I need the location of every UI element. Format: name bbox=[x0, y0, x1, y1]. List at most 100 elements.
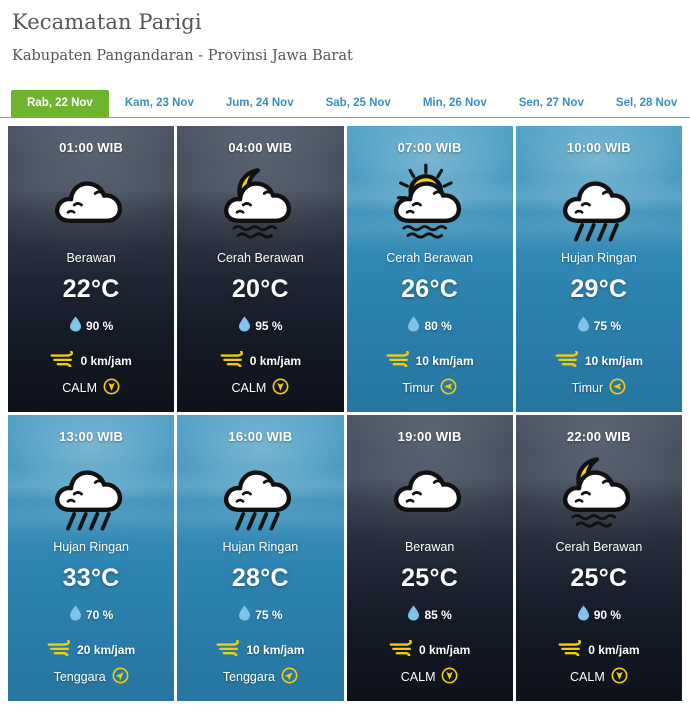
forecast-card: 22:00 WIB Cerah Berawan 25°C 90 % 0 km/j… bbox=[515, 415, 682, 701]
wind-direction-southeast-icon bbox=[281, 667, 298, 687]
humidity-row: 75 % bbox=[516, 316, 682, 335]
wind-icon bbox=[389, 639, 415, 659]
forecast-condition: Cerah Berawan bbox=[555, 540, 643, 554]
wind-direction-row: CALM bbox=[516, 667, 682, 687]
forecast-temperature: 25°C bbox=[401, 564, 459, 592]
wind-direction-calm-icon bbox=[103, 378, 120, 398]
forecast-card: 01:00 WIB Berawan 22°C 90 % 0 km/jam CAL… bbox=[8, 126, 175, 412]
wind-direction-row: Tenggara bbox=[8, 667, 174, 687]
forecast-time: 10:00 WIB bbox=[566, 140, 631, 155]
light-rain-icon bbox=[8, 450, 174, 536]
partly-cloudy-night-icon bbox=[516, 450, 682, 536]
wind-direction-label: CALM bbox=[62, 381, 97, 395]
tab-day-4[interactable]: Min, 26 Nov bbox=[422, 97, 487, 109]
tab-day-3[interactable]: Sab, 25 Nov bbox=[325, 97, 391, 109]
forecast-time: 04:00 WIB bbox=[228, 140, 293, 155]
forecast-time: 22:00 WIB bbox=[566, 429, 631, 444]
wind-speed-row: 0 km/jam bbox=[516, 639, 682, 659]
wind-direction-calm-icon bbox=[272, 378, 289, 398]
humidity-row: 85 % bbox=[347, 605, 513, 624]
water-drop-icon bbox=[69, 316, 82, 335]
wind-direction-row: CALM bbox=[347, 667, 513, 687]
forecast-condition: Berawan bbox=[66, 251, 116, 265]
wind-direction-label: CALM bbox=[570, 670, 605, 684]
wind-speed-value: 10 km/jam bbox=[246, 642, 305, 657]
partly-cloudy-day-icon bbox=[347, 161, 513, 247]
humidity-row: 75 % bbox=[177, 605, 343, 624]
forecast-time: 07:00 WIB bbox=[397, 140, 462, 155]
wind-icon bbox=[386, 350, 412, 370]
forecast-card: 04:00 WIB Cerah Berawan 20°C 95 % 0 km/j… bbox=[177, 126, 344, 412]
forecast-grid: 01:00 WIB Berawan 22°C 90 % 0 km/jam CAL… bbox=[8, 126, 682, 701]
forecast-condition: Hujan Ringan bbox=[561, 251, 637, 265]
humidity-row: 90 % bbox=[516, 605, 682, 624]
wind-speed-row: 20 km/jam bbox=[8, 639, 174, 659]
forecast-card: 13:00 WIB Hujan Ringan 33°C 70 % 20 km/j… bbox=[8, 415, 175, 701]
wind-speed-value: 0 km/jam bbox=[249, 353, 302, 368]
forecast-time: 01:00 WIB bbox=[59, 140, 124, 155]
forecast-card: 16:00 WIB Hujan Ringan 28°C 75 % 10 km/j… bbox=[177, 415, 344, 701]
wind-speed-value: 10 km/jam bbox=[415, 353, 474, 368]
forecast-time: 19:00 WIB bbox=[397, 429, 462, 444]
wind-direction-calm-icon bbox=[611, 667, 628, 687]
wind-speed-value: 20 km/jam bbox=[77, 642, 136, 657]
page-subtitle: Kabupaten Pangandaran - Provinsi Jawa Ba… bbox=[12, 48, 353, 64]
tab-day-6[interactable]: Sel, 28 Nov bbox=[615, 97, 678, 109]
forecast-temperature: 22°C bbox=[62, 275, 120, 303]
page-title: Kecamatan Parigi bbox=[12, 10, 202, 34]
wind-speed-row: 0 km/jam bbox=[177, 350, 343, 370]
wind-direction-label: Tenggara bbox=[53, 670, 106, 684]
tab-day-1[interactable]: Kam, 23 Nov bbox=[124, 97, 194, 109]
wind-direction-row: Tenggara bbox=[177, 667, 343, 687]
forecast-temperature: 20°C bbox=[231, 275, 289, 303]
wind-direction-label: Timur bbox=[571, 381, 604, 395]
humidity-row: 95 % bbox=[177, 316, 343, 335]
water-drop-icon bbox=[238, 316, 251, 335]
forecast-temperature: 33°C bbox=[62, 564, 120, 592]
tab-day-0[interactable]: Rab, 22 Nov bbox=[11, 90, 109, 117]
forecast-condition: Berawan bbox=[404, 540, 455, 554]
wind-icon bbox=[558, 639, 584, 659]
water-drop-icon bbox=[407, 605, 420, 624]
forecast-temperature: 26°C bbox=[401, 275, 459, 303]
wind-icon bbox=[220, 350, 246, 370]
wind-speed-row: 10 km/jam bbox=[516, 350, 682, 370]
forecast-time: 13:00 WIB bbox=[59, 429, 124, 444]
water-drop-icon bbox=[407, 316, 420, 335]
tab-day-2[interactable]: Jum, 24 Nov bbox=[225, 97, 294, 109]
wind-direction-row: Timur bbox=[516, 378, 682, 398]
water-drop-icon bbox=[577, 605, 590, 624]
humidity-row: 70 % bbox=[8, 605, 174, 624]
forecast-temperature: 29°C bbox=[570, 275, 628, 303]
forecast-card: 19:00 WIB Berawan 25°C 85 % 0 km/jam CAL… bbox=[346, 415, 513, 701]
forecast-condition: Hujan Ringan bbox=[222, 540, 299, 554]
day-tabs: Rab, 22 Nov Kam, 23 Nov Jum, 24 Nov Sab, 25… bbox=[0, 90, 690, 118]
wind-direction-label: Timur bbox=[402, 381, 434, 395]
forecast-condition: Hujan Ringan bbox=[53, 540, 129, 554]
humidity-value: 90 % bbox=[85, 318, 114, 333]
cloudy-night-icon bbox=[8, 161, 174, 247]
wind-speed-row: 10 km/jam bbox=[347, 350, 513, 370]
forecast-temperature: 25°C bbox=[570, 564, 628, 592]
wind-icon bbox=[216, 639, 242, 659]
water-drop-icon bbox=[69, 605, 82, 624]
page-header: Kecamatan Parigi Kabupaten Pangandaran -… bbox=[0, 0, 690, 64]
wind-icon bbox=[47, 639, 73, 659]
humidity-row: 90 % bbox=[8, 316, 174, 335]
wind-direction-label: Tenggara bbox=[222, 670, 275, 684]
wind-direction-calm-icon bbox=[441, 667, 458, 687]
forecast-card: 07:00 WIB Cerah Berawan 26°C 80 % 10 km/… bbox=[346, 126, 513, 412]
light-rain-icon bbox=[177, 450, 343, 536]
wind-direction-label: CALM bbox=[231, 381, 267, 395]
wind-speed-row: 0 km/jam bbox=[8, 350, 174, 370]
forecast-condition: Cerah Berawan bbox=[386, 251, 474, 265]
wind-speed-row: 10 km/jam bbox=[177, 639, 343, 659]
wind-speed-row: 0 km/jam bbox=[347, 639, 513, 659]
forecast-card: 10:00 WIB Hujan Ringan 29°C 75 % 10 km/j… bbox=[515, 126, 682, 412]
partly-cloudy-night-icon bbox=[177, 161, 343, 247]
humidity-row: 80 % bbox=[347, 316, 513, 335]
humidity-value: 80 % bbox=[424, 318, 452, 333]
wind-direction-east-icon bbox=[609, 378, 626, 398]
forecast-time: 16:00 WIB bbox=[228, 429, 293, 444]
tab-day-5[interactable]: Sen, 27 Nov bbox=[518, 97, 584, 109]
